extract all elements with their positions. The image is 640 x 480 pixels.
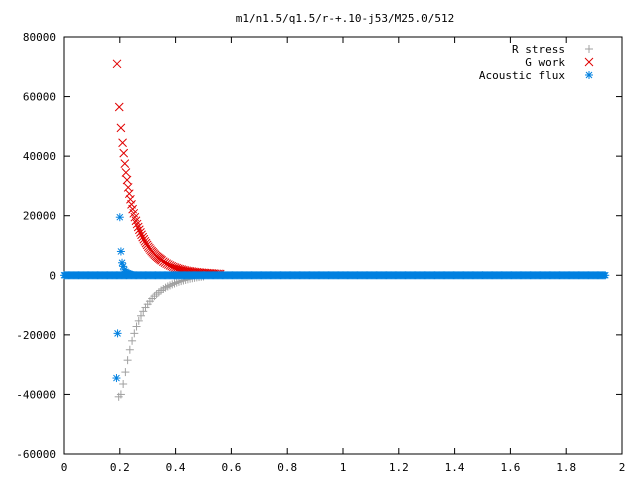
data-point xyxy=(116,247,125,256)
data-point xyxy=(170,263,180,272)
data-point xyxy=(125,345,134,354)
series-r-stress xyxy=(114,272,208,401)
data-point xyxy=(172,263,182,273)
x-tick-label: 0.2 xyxy=(110,461,130,474)
legend-marker xyxy=(585,71,593,79)
data-point xyxy=(152,290,161,299)
series-g-work xyxy=(112,59,225,279)
data-point xyxy=(138,232,148,242)
y-axis: -60000 -40000 -20000 0 20000 40000 60000 80000 xyxy=(16,31,622,461)
data-point xyxy=(112,59,122,69)
y-tick-label: 40000 xyxy=(23,150,56,163)
data-point xyxy=(139,307,148,316)
data-point xyxy=(131,216,141,226)
x-tick-label: 1.8 xyxy=(556,461,576,474)
x-tick-label: 0.8 xyxy=(277,461,297,474)
chart-title: m1/n1.5/q1.5/r-+.10-j53/M25.0/512 xyxy=(236,12,455,25)
data-point xyxy=(118,138,127,148)
data-point xyxy=(126,194,135,204)
x-tick-label: 1.4 xyxy=(445,461,465,474)
data-point xyxy=(123,356,132,365)
legend-label: G work xyxy=(525,56,565,69)
data-point xyxy=(136,228,145,237)
data-point xyxy=(119,148,129,158)
data-point xyxy=(130,329,139,338)
data-point xyxy=(121,368,130,377)
data-point xyxy=(116,390,125,399)
data-point xyxy=(133,222,143,232)
x-tick-label: 1 xyxy=(340,461,347,474)
data-point xyxy=(139,234,149,244)
data-point xyxy=(124,189,134,199)
data-point xyxy=(169,262,178,272)
data-point xyxy=(132,322,141,331)
x-tick-label: 1.2 xyxy=(389,461,409,474)
legend-label: R stress xyxy=(512,43,565,56)
y-tick-label: 80000 xyxy=(23,31,56,44)
x-tick-label: 1.6 xyxy=(500,461,520,474)
data-point xyxy=(120,159,130,168)
x-tick-label: 0.4 xyxy=(166,461,186,474)
data-point xyxy=(113,329,122,338)
data-point xyxy=(128,270,137,279)
data-point xyxy=(134,225,144,235)
data-point xyxy=(115,213,124,222)
data-point xyxy=(134,316,143,325)
series-layer xyxy=(60,59,610,401)
data-point xyxy=(132,219,142,229)
x-axis: 0 0.2 0.4 0.6 0.8 1 1.2 1.4 1.6 1.8 2 xyxy=(61,37,626,474)
data-point xyxy=(128,336,137,345)
legend-marker xyxy=(584,57,594,67)
data-point xyxy=(137,230,146,240)
data-point xyxy=(137,311,146,320)
y-tick-label: 20000 xyxy=(23,210,56,223)
y-tick-label: 60000 xyxy=(23,91,56,104)
y-tick-label: -20000 xyxy=(16,329,56,342)
data-point xyxy=(122,175,132,185)
data-point xyxy=(601,271,610,280)
series-acoustic-flux xyxy=(60,213,610,383)
data-point xyxy=(116,123,126,133)
data-point xyxy=(112,374,121,383)
y-tick-label: -40000 xyxy=(16,388,56,401)
x-tick-label: 0.6 xyxy=(221,461,241,474)
data-point xyxy=(119,380,128,389)
x-tick-label: 0 xyxy=(61,461,68,474)
legend-marker xyxy=(585,45,593,53)
legend-label: Acoustic flux xyxy=(479,69,565,82)
data-point xyxy=(121,168,131,177)
data-point xyxy=(114,102,124,112)
y-tick-label: -60000 xyxy=(16,448,56,461)
y-tick-label: 0 xyxy=(49,269,56,282)
x-tick-label: 2 xyxy=(619,461,626,474)
